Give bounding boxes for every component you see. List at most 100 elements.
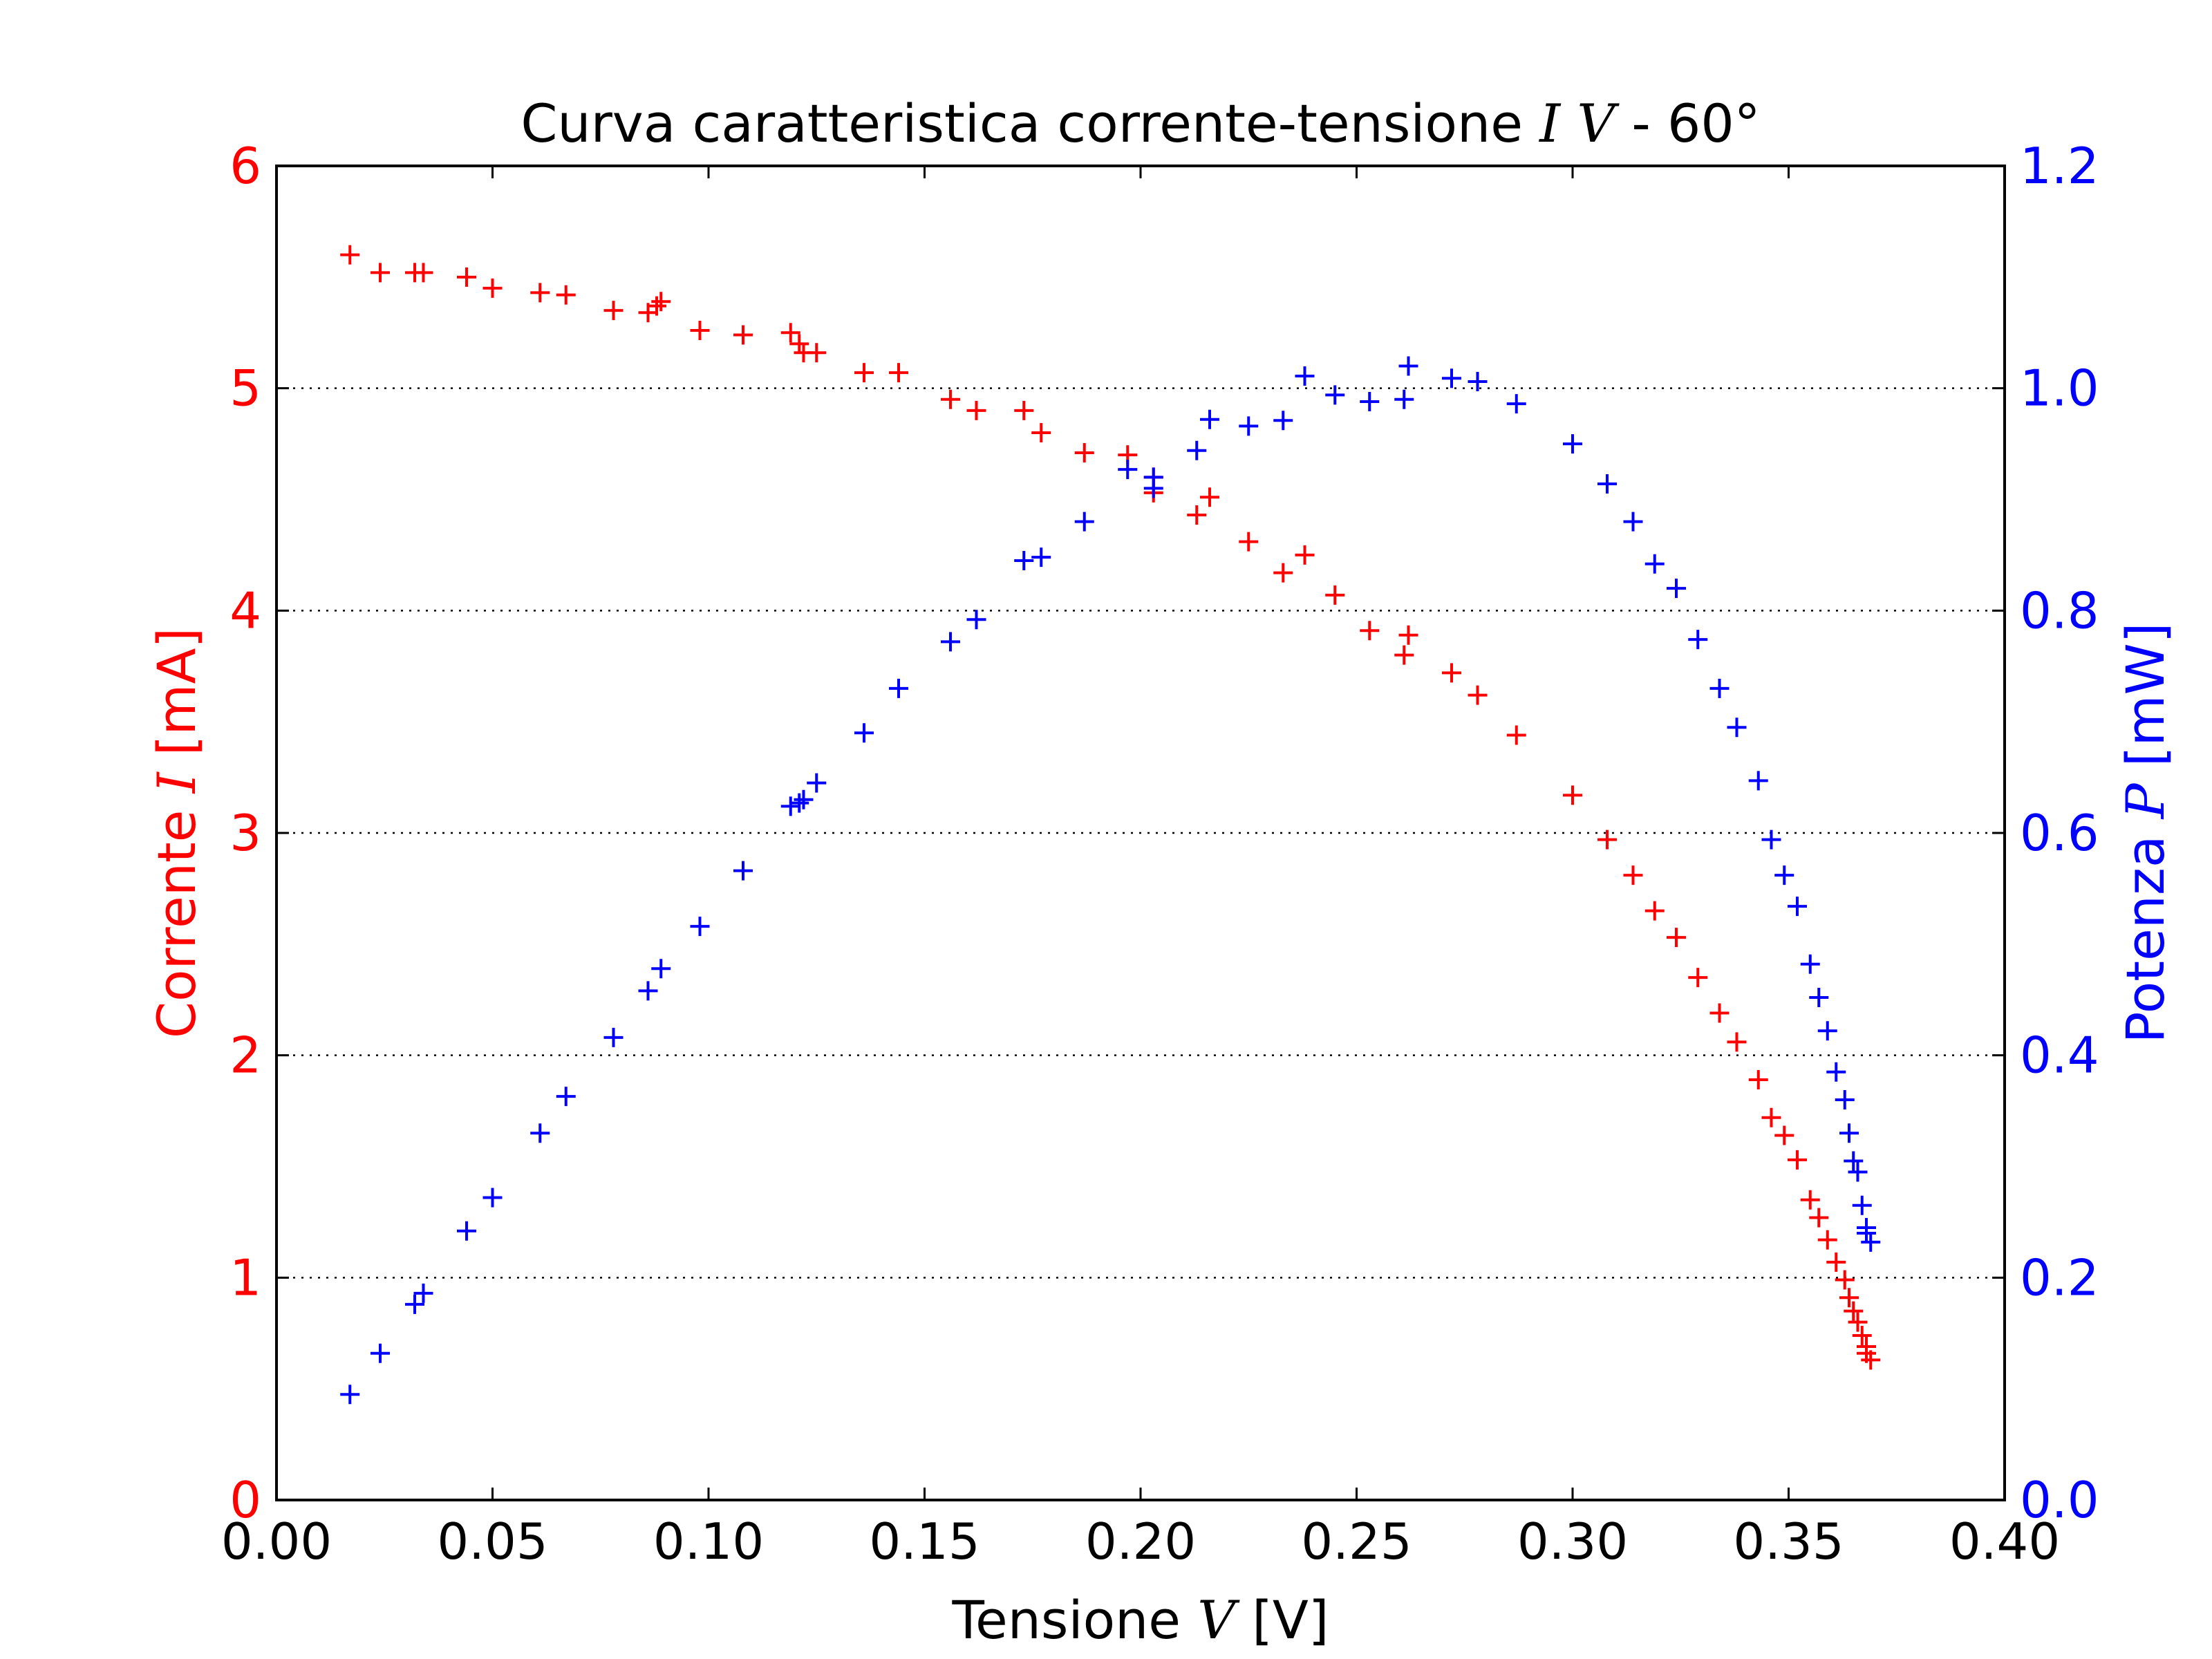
x-tick-label: 0.05 bbox=[437, 1512, 547, 1571]
current-point bbox=[1468, 685, 1488, 705]
power-point bbox=[1360, 391, 1380, 411]
right-y-tick-label: 1.2 bbox=[2020, 137, 2099, 195]
power-point bbox=[651, 959, 671, 979]
current-point bbox=[1761, 1107, 1781, 1127]
power-point bbox=[1031, 547, 1051, 568]
x-axis-label: Tensione V [V] bbox=[951, 1589, 1329, 1651]
current-point bbox=[1800, 1190, 1820, 1210]
current-point bbox=[1506, 725, 1526, 745]
power-point bbox=[1394, 389, 1414, 409]
power-point bbox=[1761, 830, 1781, 850]
current-point bbox=[1074, 442, 1094, 462]
x-tick-label: 0.40 bbox=[1949, 1512, 2060, 1571]
power-point bbox=[603, 1027, 624, 1047]
current-point bbox=[1817, 1230, 1837, 1250]
x-tick-label: 0.30 bbox=[1517, 1512, 1628, 1571]
chart-title-math: I V bbox=[1538, 93, 1620, 154]
power-point bbox=[1826, 1062, 1846, 1082]
power-point bbox=[1118, 460, 1138, 480]
right-y-tick-label: 0.2 bbox=[2020, 1248, 2099, 1306]
x-axis-label-text: Tensione bbox=[951, 1589, 1197, 1651]
right-y-tick-label: 0.8 bbox=[2020, 581, 2099, 639]
grid-lines bbox=[276, 387, 2005, 1279]
power-point bbox=[690, 917, 710, 937]
power-point bbox=[854, 723, 874, 743]
current-point bbox=[1360, 621, 1380, 641]
power-point bbox=[1861, 1232, 1881, 1252]
left-y-tick-label: 1 bbox=[229, 1248, 261, 1306]
current-point bbox=[1031, 423, 1051, 442]
current-point bbox=[1442, 663, 1461, 683]
current-point bbox=[780, 323, 800, 343]
left-y-axis-label-math: I bbox=[146, 771, 207, 794]
right-y-tick-label: 0.0 bbox=[2020, 1471, 2099, 1529]
x-tick-labels: 0.00 0.05 0.10 0.15 0.20 0.25 0.30 0.35 0.40 bbox=[221, 1512, 2060, 1571]
power-point bbox=[371, 1343, 390, 1363]
x-tick-label: 0.20 bbox=[1085, 1512, 1196, 1571]
current-point bbox=[966, 400, 986, 420]
left-y-axis-label-suffix: [mA] bbox=[146, 628, 207, 772]
power-point bbox=[1748, 771, 1768, 791]
power-point bbox=[1644, 554, 1665, 574]
left-y-axis-label-text: Corrente bbox=[146, 793, 207, 1038]
right-y-tick-label: 1.0 bbox=[2020, 359, 2099, 418]
left-y-tick-labels: 0 1 2 3 4 5 6 bbox=[229, 137, 261, 1529]
power-point bbox=[1325, 385, 1345, 405]
power-point bbox=[638, 981, 658, 1001]
current-point bbox=[651, 292, 671, 312]
current-point bbox=[457, 267, 476, 287]
power-point bbox=[1817, 1021, 1837, 1041]
x-tick-label: 0.00 bbox=[221, 1512, 332, 1571]
current-point bbox=[1835, 1270, 1855, 1290]
x-axis-label-suffix: [V] bbox=[1235, 1589, 1329, 1651]
current-point bbox=[1844, 1301, 1864, 1321]
current-point bbox=[1563, 785, 1582, 805]
current-point bbox=[1839, 1288, 1859, 1308]
power-point bbox=[1074, 512, 1094, 532]
power-point bbox=[1200, 409, 1219, 429]
current-point bbox=[941, 389, 960, 409]
x-tick-label: 0.35 bbox=[1733, 1512, 1844, 1571]
power-point bbox=[1852, 1195, 1872, 1215]
power-point bbox=[457, 1221, 476, 1241]
power-point bbox=[1809, 988, 1829, 1008]
power-series bbox=[340, 356, 1881, 1405]
current-point bbox=[1852, 1325, 1872, 1345]
power-point bbox=[1295, 366, 1315, 386]
power-point bbox=[1667, 579, 1686, 599]
current-point bbox=[1239, 532, 1259, 552]
power-point bbox=[1468, 372, 1488, 392]
power-point bbox=[340, 1385, 360, 1405]
power-point bbox=[482, 1188, 503, 1208]
left-y-tick-label: 5 bbox=[229, 359, 261, 418]
power-point bbox=[966, 610, 986, 630]
current-point bbox=[854, 363, 874, 383]
x-tick-label: 0.15 bbox=[869, 1512, 980, 1571]
power-point bbox=[1239, 416, 1259, 436]
current-point bbox=[371, 263, 390, 283]
right-y-tick-label: 0.4 bbox=[2020, 1027, 2099, 1085]
power-point bbox=[1848, 1162, 1868, 1182]
current-point bbox=[1809, 1208, 1829, 1228]
power-point bbox=[789, 793, 809, 813]
current-point bbox=[556, 285, 576, 305]
power-point bbox=[1800, 954, 1820, 974]
current-point bbox=[1597, 830, 1617, 850]
current-point bbox=[1826, 1252, 1846, 1272]
current-point bbox=[1748, 1070, 1768, 1090]
current-point bbox=[807, 343, 827, 363]
current-point bbox=[889, 363, 908, 383]
right-y-tick-label: 0.6 bbox=[2020, 804, 2099, 862]
power-point bbox=[1839, 1123, 1859, 1143]
left-y-tick-label: 6 bbox=[229, 137, 261, 195]
current-point bbox=[1644, 901, 1665, 921]
left-y-axis-label: Corrente I [mA] bbox=[146, 628, 207, 1038]
current-point bbox=[1861, 1350, 1881, 1370]
right-y-axis-label-suffix: [mW] bbox=[2115, 623, 2176, 784]
left-y-tick-label: 0 bbox=[229, 1471, 261, 1529]
x-axis-label-math: V bbox=[1197, 1589, 1240, 1651]
plot-frame bbox=[275, 165, 2006, 1501]
current-point bbox=[789, 334, 809, 354]
current-point bbox=[1295, 545, 1315, 565]
